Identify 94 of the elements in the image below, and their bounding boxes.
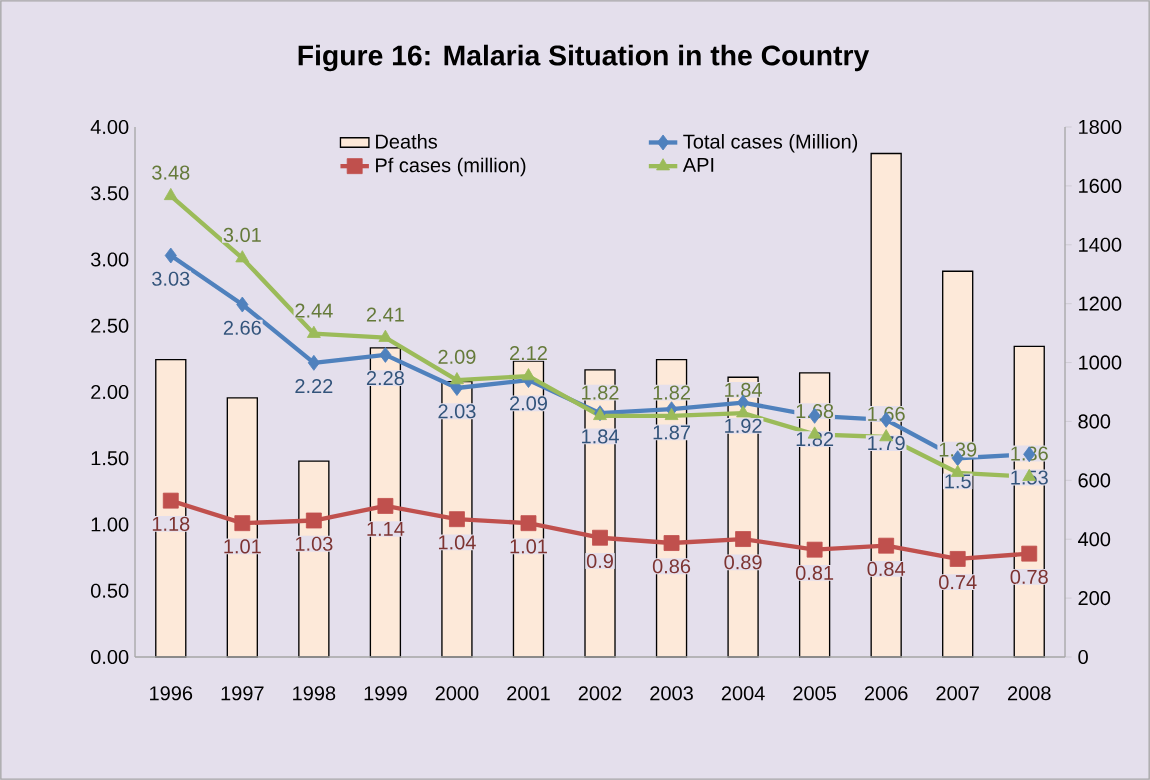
data-label: 0.74 — [939, 575, 977, 590]
data-label: 2.03 — [438, 404, 476, 419]
point — [235, 250, 250, 263]
data-label: 1.03 — [295, 536, 333, 551]
point — [592, 529, 608, 546]
y2-tick-label: 400 — [1078, 532, 1111, 547]
data-label: 0.81 — [795, 565, 834, 580]
point — [806, 541, 823, 558]
data-label: 1.01 — [224, 539, 261, 554]
x-tick-label: 1999 — [364, 686, 407, 701]
y-tick-label: 2.00 — [91, 384, 129, 400]
data-label: 1.87 — [653, 425, 690, 440]
data-label: 0.84 — [867, 561, 906, 576]
data-label: 1.14 — [367, 522, 405, 536]
data-label: 3.01 — [223, 227, 261, 242]
point — [1021, 545, 1038, 562]
point — [450, 372, 464, 385]
y-tick-label: 3.00 — [90, 252, 129, 267]
point — [949, 551, 966, 567]
data-label: 1.84 — [725, 382, 762, 398]
data-label: 2.66 — [223, 320, 261, 335]
x-tick-label: 2005 — [793, 686, 837, 701]
point — [307, 354, 320, 371]
x-tick-label: 2003 — [650, 686, 693, 701]
data-label: 2.09 — [510, 396, 547, 411]
data-label: 1.82 — [653, 385, 690, 400]
x-tick-label: 2000 — [435, 686, 479, 701]
y2-tick-label: 600 — [1078, 473, 1111, 488]
x-tick-label: 2002 — [578, 686, 622, 701]
data-label: 1.5 — [945, 474, 971, 489]
point — [878, 537, 895, 554]
y-tick-label: 1.00 — [91, 517, 129, 532]
legend-label: Deaths — [376, 134, 438, 149]
x-tick-label: 2007 — [936, 686, 979, 701]
y-tick-label: 4.00 — [90, 119, 129, 135]
point — [163, 187, 178, 201]
legend-label: Total cases (Million) — [683, 134, 858, 153]
data-label: 1.01 — [510, 539, 547, 554]
point — [162, 492, 179, 509]
data-label: 0.9 — [586, 553, 613, 569]
y-tick-label: 2.50 — [91, 318, 129, 333]
data-label: 2.22 — [295, 379, 333, 393]
data-label: 0.89 — [724, 555, 762, 570]
data-label: 0.86 — [652, 559, 691, 574]
y2-tick-label: 1400 — [1079, 237, 1122, 252]
x-tick-label: 2006 — [864, 686, 908, 701]
x-tick-label: 1997 — [221, 686, 264, 701]
point — [164, 247, 177, 264]
x-tick-label: 2004 — [721, 686, 765, 701]
data-label: 3.48 — [152, 165, 190, 180]
point — [379, 346, 392, 363]
point — [234, 515, 251, 532]
y-tick-label: 3.50 — [90, 186, 129, 201]
point — [305, 512, 322, 529]
data-label: 1.82 — [582, 385, 619, 400]
point — [735, 531, 751, 547]
legend-label: Pf cases (million) — [376, 157, 526, 177]
data-label: 3.03 — [152, 271, 190, 286]
point — [378, 329, 393, 342]
data-label: 2.12 — [510, 345, 547, 360]
chart-title: Figure 16: Malaria Situation in the Country — [298, 44, 870, 72]
point — [306, 325, 321, 338]
point — [736, 405, 750, 418]
x-tick-label: 2008 — [1007, 686, 1051, 701]
y2-tick-label: 1800 — [1079, 119, 1122, 135]
data-label: 1.18 — [152, 516, 190, 531]
legend-label: API — [682, 158, 714, 172]
y-tick-label: 0.00 — [90, 649, 129, 665]
data-label: 0.78 — [1010, 569, 1048, 584]
data-label: 2.44 — [295, 303, 333, 318]
y2-tick-label: 0 — [1078, 649, 1088, 665]
y-tick-label: 0.50 — [90, 583, 129, 598]
point — [236, 296, 249, 313]
y2-tick-label: 1000 — [1079, 355, 1122, 370]
data-label: 1.84 — [582, 429, 619, 444]
x-tick-label: 2001 — [507, 686, 550, 701]
x-tick-label: 1998 — [293, 686, 336, 701]
y-tick-label: 1.50 — [91, 451, 129, 466]
data-label: 2.28 — [366, 371, 404, 386]
y2-tick-label: 1200 — [1079, 296, 1122, 311]
data-label: 2.41 — [366, 307, 404, 322]
data-label: 1.04 — [438, 535, 476, 550]
point — [520, 515, 537, 532]
point — [377, 498, 394, 514]
y2-tick-label: 800 — [1078, 414, 1111, 429]
y2-tick-label: 1600 — [1079, 178, 1122, 193]
data-label: 1.92 — [725, 418, 762, 433]
y2-tick-label: 200 — [1078, 591, 1111, 606]
point — [663, 535, 680, 551]
point — [449, 511, 465, 528]
data-label: 2.09 — [438, 349, 476, 364]
x-tick-label: 1996 — [150, 686, 193, 701]
point — [664, 407, 679, 421]
point — [521, 368, 536, 381]
